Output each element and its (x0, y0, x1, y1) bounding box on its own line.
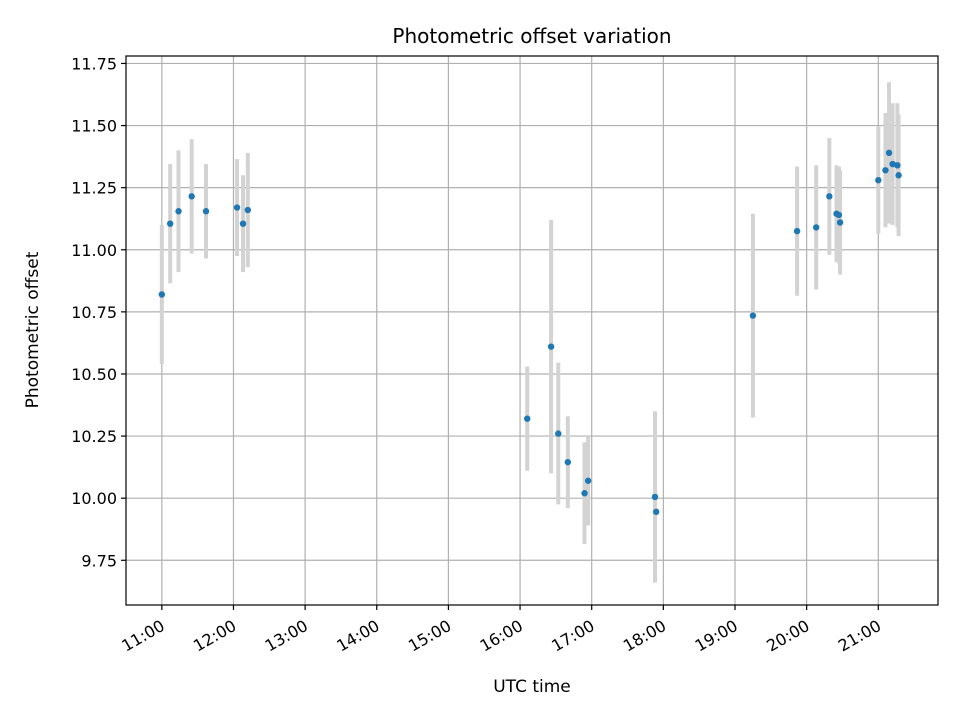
data-point (826, 193, 833, 200)
data-point (244, 206, 251, 214)
y-tick-label: 11.75 (71, 54, 117, 73)
data-point (894, 162, 901, 169)
data-point (233, 204, 241, 211)
data-point (202, 208, 210, 215)
y-tick-label: 11.25 (71, 179, 117, 198)
data-point (584, 477, 592, 484)
y-axis: 9.75 10.00 10.25 10.50 10.75 11.00 11.25 11.50 1… (71, 54, 126, 570)
data-point (895, 172, 902, 179)
y-tick-label: 10.50 (71, 365, 117, 384)
data-point (749, 312, 757, 319)
data-point (581, 490, 588, 497)
chart-title: Photometric offset variation (392, 24, 671, 48)
data-point (547, 343, 555, 350)
data-point (651, 493, 659, 501)
data-point (158, 291, 166, 298)
y-tick-label: 10.00 (71, 489, 117, 508)
data-point (188, 193, 195, 200)
data-point (564, 458, 572, 466)
y-tick-label: 10.25 (71, 427, 117, 446)
data-point (239, 220, 247, 227)
data-point (875, 177, 882, 184)
y-tick-label: 9.75 (81, 551, 117, 570)
plot-frame (125, 55, 939, 606)
data-points (158, 149, 902, 516)
data-point (835, 211, 843, 219)
data-point (555, 430, 562, 437)
x-axis-label: UTC time (493, 677, 571, 697)
y-axis-label: Photometric offset (23, 251, 43, 408)
data-point (175, 208, 182, 215)
y-tick-label: 10.75 (71, 303, 117, 322)
y-tick-label: 11.50 (71, 117, 117, 136)
data-point (885, 149, 893, 157)
data-point (882, 167, 889, 174)
data-point (652, 508, 660, 516)
data-point (813, 224, 820, 231)
data-point (166, 220, 174, 227)
y-tick-label: 11.00 (71, 241, 117, 260)
data-point (836, 219, 844, 226)
data-point (793, 227, 801, 235)
data-point (524, 415, 531, 422)
